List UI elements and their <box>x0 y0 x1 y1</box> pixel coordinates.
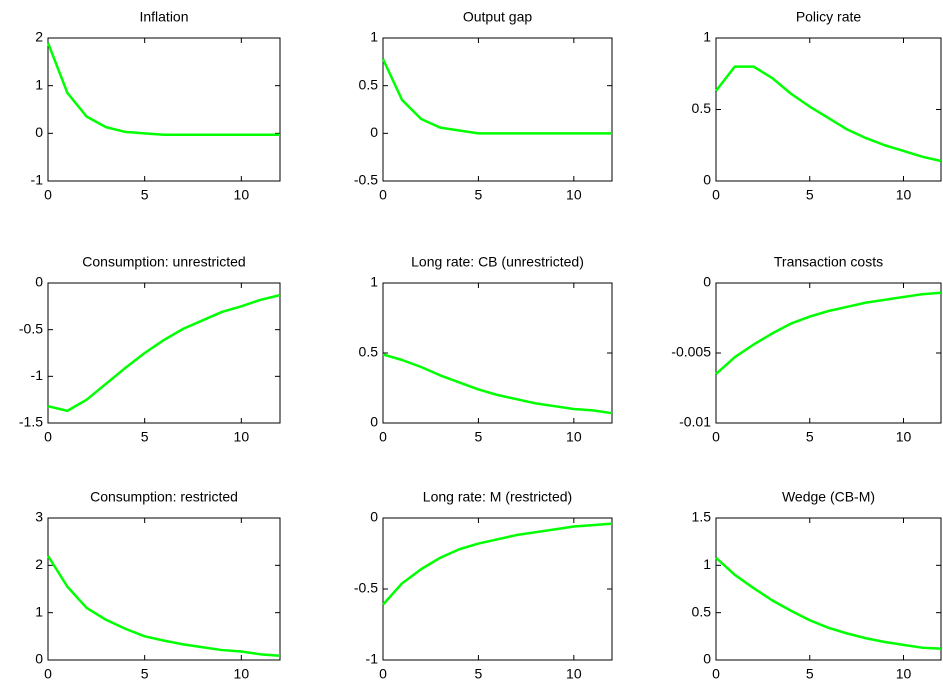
y-tick-label: 0 <box>703 274 711 290</box>
line <box>47 293 281 413</box>
line <box>382 522 613 606</box>
panel-title: Consumption: unrestricted <box>82 254 245 270</box>
panel-title: Policy rate <box>796 9 862 25</box>
line <box>715 291 942 375</box>
plot-area <box>382 37 613 182</box>
x-tick-label: 10 <box>896 187 912 203</box>
x-tick-label: 0 <box>712 429 720 445</box>
panel-title: Inflation <box>139 9 188 25</box>
y-tick-label: -1 <box>31 367 44 383</box>
plot-area <box>715 37 942 182</box>
y-tick-label: 0.5 <box>359 76 379 92</box>
x-tick-label: 10 <box>566 666 582 682</box>
x-tick-label: 10 <box>566 187 582 203</box>
x-tick-label: 5 <box>475 429 483 445</box>
line <box>382 353 613 415</box>
y-tick-label: -0.005 <box>671 344 711 360</box>
line <box>715 556 942 650</box>
y-tick-label: 0.5 <box>359 344 379 360</box>
y-tick-label: -1 <box>31 172 44 188</box>
x-tick-label: 10 <box>234 429 250 445</box>
panel-title: Output gap <box>463 9 532 25</box>
y-tick-label: 3 <box>35 509 43 525</box>
x-tick-label: 10 <box>566 429 582 445</box>
x-tick-label: 0 <box>44 666 52 682</box>
x-tick-label: 0 <box>44 429 52 445</box>
plot-area <box>47 37 281 182</box>
y-tick-label: 0 <box>703 651 711 667</box>
panel-title: Long rate: CB (unrestricted) <box>411 254 584 270</box>
x-tick-label: 5 <box>806 429 814 445</box>
line <box>46 42 280 137</box>
x-tick-label: 5 <box>475 666 483 682</box>
y-tick-label: -1.5 <box>19 414 43 430</box>
y-tick-label: 1 <box>703 556 711 572</box>
y-tick-label: -0.01 <box>679 414 711 430</box>
panel-title: Consumption: restricted <box>90 489 238 505</box>
plot-area <box>715 282 942 424</box>
panel-title: Long rate: M (restricted) <box>423 489 572 505</box>
panel-title: Transaction costs <box>774 254 883 270</box>
x-tick-label: 0 <box>712 666 720 682</box>
x-tick-label: 5 <box>475 187 483 203</box>
panel-title: Wedge (CB-M) <box>782 489 875 505</box>
y-tick-label: 1 <box>35 76 43 92</box>
y-tick-label: 0 <box>35 651 43 667</box>
line <box>46 555 281 657</box>
x-tick-label: 5 <box>806 666 814 682</box>
x-tick-label: 0 <box>44 187 52 203</box>
y-tick-label: 0 <box>35 124 43 140</box>
x-tick-label: 10 <box>896 429 912 445</box>
plot-area <box>47 517 281 661</box>
y-tick-label: 1 <box>370 274 378 290</box>
line <box>715 65 942 163</box>
plot-area <box>382 282 613 424</box>
y-tick-label: 0 <box>370 414 378 430</box>
y-tick-label: -0.5 <box>19 320 43 336</box>
y-tick-label: 1.5 <box>692 509 712 525</box>
x-tick-label: 5 <box>806 187 814 203</box>
y-tick-label: 0 <box>370 124 378 140</box>
x-tick-label: 10 <box>234 666 250 682</box>
y-tick-label: 2 <box>35 29 43 45</box>
y-tick-label: 1 <box>370 29 378 45</box>
y-tick-label: -0.5 <box>354 580 378 596</box>
x-tick-label: 0 <box>379 429 387 445</box>
y-tick-label: -1 <box>366 651 379 667</box>
y-tick-label: 2 <box>35 556 43 572</box>
x-tick-label: 0 <box>379 187 387 203</box>
y-tick-label: 0.5 <box>692 100 712 116</box>
y-tick-label: 0 <box>703 172 711 188</box>
x-tick-label: 10 <box>234 187 250 203</box>
y-tick-label: 0 <box>35 274 43 290</box>
y-tick-label: 0 <box>370 509 378 525</box>
x-tick-label: 5 <box>141 429 149 445</box>
x-tick-label: 5 <box>141 187 149 203</box>
plot-area <box>382 517 613 661</box>
y-tick-label: 0.5 <box>692 603 712 619</box>
x-tick-label: 10 <box>896 666 912 682</box>
x-tick-label: 0 <box>712 187 720 203</box>
y-tick-label: 1 <box>703 29 711 45</box>
y-tick-label: 1 <box>35 603 43 619</box>
plot-area <box>715 517 942 661</box>
x-tick-label: 0 <box>379 666 387 682</box>
y-tick-label: -0.5 <box>354 172 378 188</box>
x-tick-label: 5 <box>141 666 149 682</box>
line <box>381 58 612 135</box>
